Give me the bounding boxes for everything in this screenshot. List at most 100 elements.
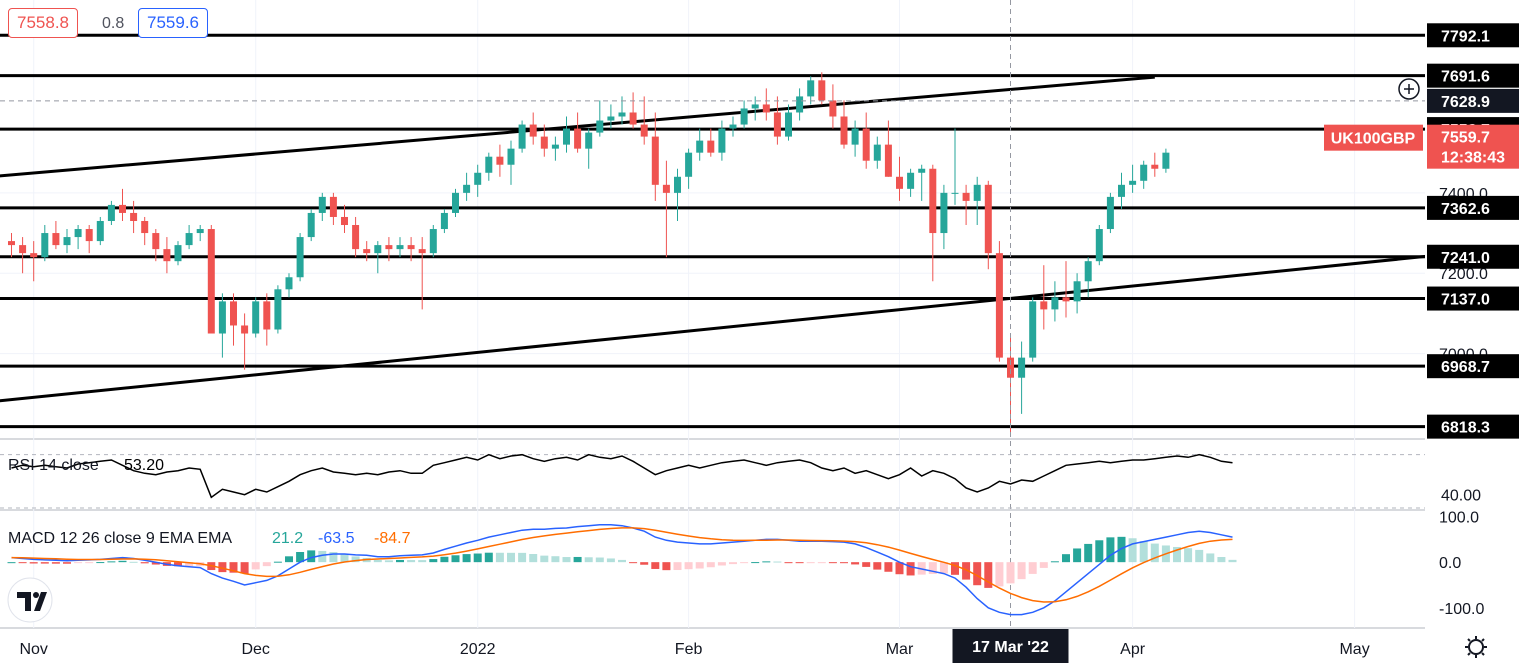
- candle[interactable]: [873, 144, 881, 161]
- candle[interactable]: [1162, 152, 1170, 169]
- candle[interactable]: [130, 212, 138, 221]
- candle[interactable]: [141, 220, 149, 234]
- candle[interactable]: [341, 216, 348, 226]
- candle[interactable]: [352, 225, 360, 250]
- candle[interactable]: [19, 245, 27, 254]
- add-alert-icon[interactable]: [1398, 78, 1420, 100]
- macd-pane[interactable]: MACD 12 26 close 9 EMA EMA 21.2 -63.5 -84.7: [7, 524, 1237, 616]
- candle[interactable]: [507, 148, 515, 165]
- candle[interactable]: [1051, 297, 1059, 310]
- candle[interactable]: [207, 229, 215, 334]
- candle[interactable]: [962, 192, 970, 201]
- candle[interactable]: [1118, 184, 1125, 197]
- trendline[interactable]: [0, 250, 1466, 403]
- trendline[interactable]: [0, 75, 1155, 178]
- candle[interactable]: [285, 277, 293, 290]
- candle[interactable]: [452, 192, 459, 213]
- candle[interactable]: [685, 152, 693, 177]
- candle[interactable]: [318, 196, 326, 213]
- candle[interactable]: [640, 124, 648, 137]
- candle[interactable]: [896, 176, 903, 189]
- candle[interactable]: [163, 249, 171, 262]
- candle[interactable]: [629, 112, 637, 125]
- candle[interactable]: [940, 192, 948, 234]
- candle[interactable]: [796, 96, 804, 113]
- candle[interactable]: [1007, 357, 1014, 378]
- candle[interactable]: [30, 253, 38, 258]
- macd-line[interactable]: [11, 524, 1233, 616]
- candle[interactable]: [740, 108, 748, 125]
- tradingview-logo[interactable]: [7, 577, 53, 623]
- candle[interactable]: [995, 253, 1003, 358]
- candle[interactable]: [829, 100, 837, 117]
- candle[interactable]: [1095, 229, 1103, 262]
- candle[interactable]: [918, 168, 926, 173]
- candle[interactable]: [152, 233, 160, 250]
- candle[interactable]: [529, 124, 537, 137]
- candle[interactable]: [85, 229, 93, 242]
- candle[interactable]: [385, 245, 393, 250]
- candle[interactable]: [274, 289, 282, 330]
- bid-price-box[interactable]: 7558.8: [8, 8, 78, 38]
- candle[interactable]: [596, 120, 604, 133]
- settings-icon[interactable]: [1465, 636, 1487, 658]
- rsi-pane[interactable]: RSI 14 close 53.20: [0, 453, 1425, 509]
- candle[interactable]: [785, 112, 792, 137]
- candle[interactable]: [1140, 164, 1148, 181]
- candle[interactable]: [363, 249, 371, 254]
- candle[interactable]: [463, 184, 471, 193]
- candle[interactable]: [174, 245, 182, 262]
- candle[interactable]: [1073, 281, 1081, 302]
- candle[interactable]: [485, 156, 493, 173]
- candle[interactable]: [585, 132, 593, 149]
- candle[interactable]: [807, 80, 815, 97]
- candle[interactable]: [762, 104, 770, 113]
- candle[interactable]: [651, 136, 659, 185]
- candle[interactable]: [185, 233, 193, 246]
- candle[interactable]: [674, 176, 681, 193]
- candle[interactable]: [707, 140, 715, 153]
- candle[interactable]: [984, 184, 992, 254]
- candle[interactable]: [396, 245, 404, 250]
- candle[interactable]: [41, 233, 49, 258]
- candle[interactable]: [884, 144, 892, 177]
- candle[interactable]: [818, 80, 826, 101]
- candle[interactable]: [63, 237, 71, 246]
- candle[interactable]: [374, 245, 382, 254]
- candle[interactable]: [407, 245, 415, 250]
- symbol-tag[interactable]: [1324, 124, 1423, 151]
- candle[interactable]: [296, 237, 304, 278]
- candle[interactable]: [729, 124, 737, 129]
- candle[interactable]: [574, 128, 582, 149]
- candle[interactable]: [74, 229, 82, 238]
- ask-price-box[interactable]: 7559.6: [138, 8, 208, 38]
- candle[interactable]: [951, 192, 959, 194]
- candle[interactable]: [751, 104, 759, 109]
- candle[interactable]: [418, 249, 426, 254]
- candle[interactable]: [862, 128, 870, 161]
- candle[interactable]: [1129, 180, 1137, 185]
- candle[interactable]: [218, 301, 226, 334]
- candle[interactable]: [241, 325, 249, 334]
- candle[interactable]: [929, 168, 937, 234]
- candle[interactable]: [518, 124, 526, 149]
- candle[interactable]: [1151, 164, 1159, 169]
- candle[interactable]: [851, 128, 859, 145]
- candle[interactable]: [119, 204, 126, 213]
- candle[interactable]: [662, 184, 670, 193]
- candle[interactable]: [1106, 196, 1114, 230]
- candle[interactable]: [196, 229, 204, 234]
- candle[interactable]: [563, 128, 570, 145]
- time-axis[interactable]: Nov Dec 2022 Feb Mar Apr May: [19, 641, 1369, 658]
- candle[interactable]: [496, 156, 504, 165]
- candle[interactable]: [773, 112, 781, 137]
- candle[interactable]: [696, 140, 704, 153]
- candle[interactable]: [263, 301, 271, 330]
- candle[interactable]: [1084, 261, 1092, 282]
- rsi-line[interactable]: [11, 453, 1233, 499]
- candle[interactable]: [474, 172, 482, 185]
- candle[interactable]: [973, 184, 981, 201]
- candlestick-series[interactable]: [8, 72, 1170, 434]
- candle[interactable]: [907, 172, 915, 189]
